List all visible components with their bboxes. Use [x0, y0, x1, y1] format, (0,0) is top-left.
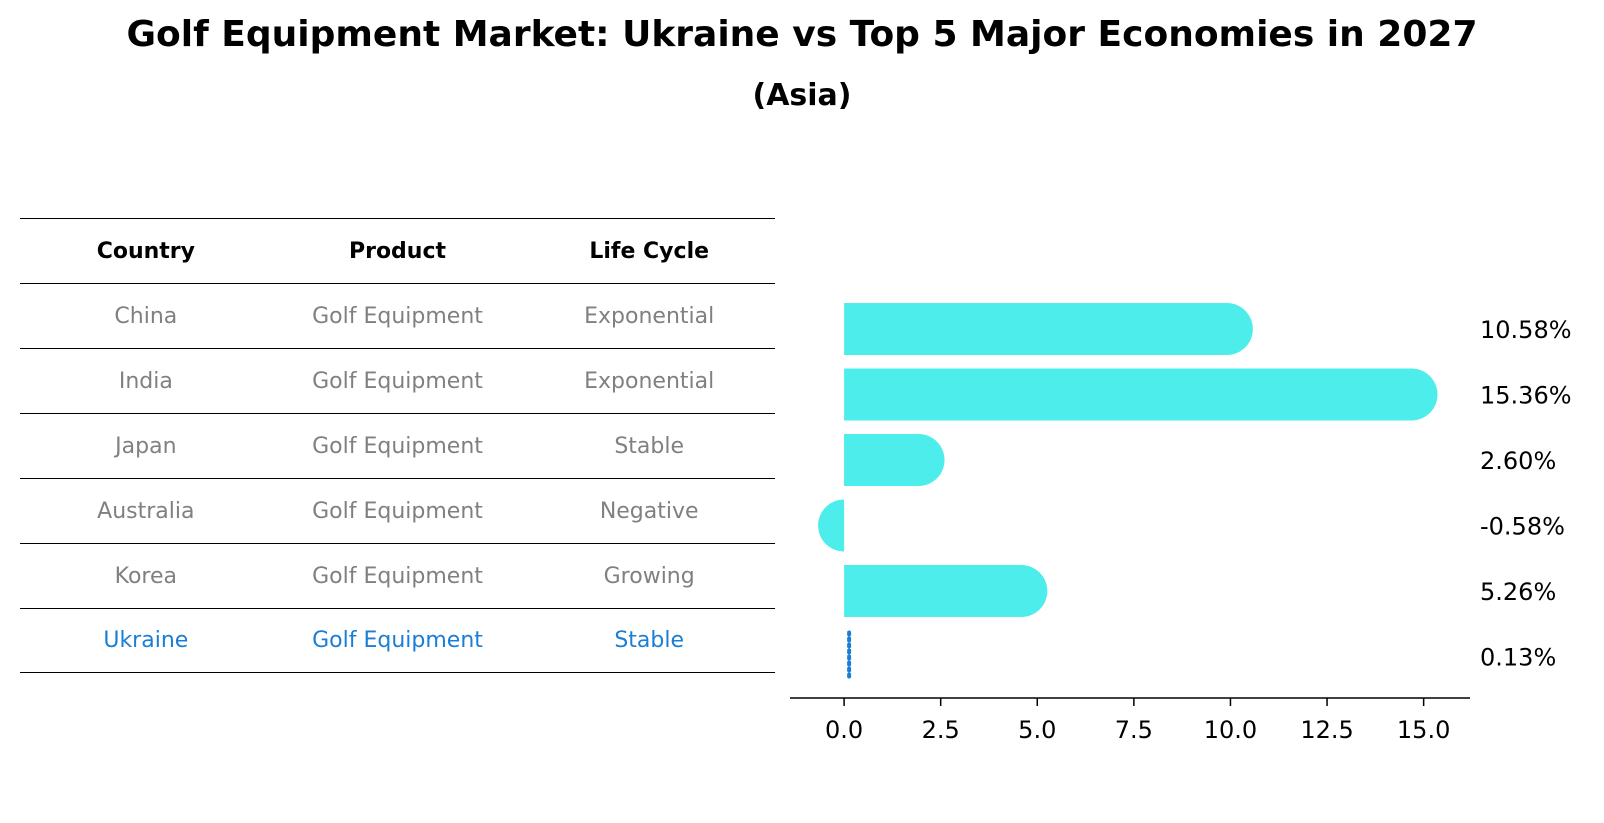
cell-product: Golf Equipment [312, 433, 483, 459]
bar-china [844, 303, 1253, 355]
table-header-row: Country Product Life Cycle [20, 218, 775, 283]
table-row: India Golf Equipment Exponential [20, 348, 775, 413]
table-row: Japan Golf Equipment Stable [20, 413, 775, 478]
cell-product: Golf Equipment [312, 303, 483, 329]
cell-country: India [118, 368, 173, 394]
value-label: 15.36% [1480, 382, 1572, 410]
cell-country: Japan [115, 433, 177, 459]
table-row: Korea Golf Equipment Growing [20, 543, 775, 608]
value-label: 2.60% [1480, 447, 1556, 475]
table-row: China Golf Equipment Exponential [20, 283, 775, 348]
x-tick-label: 0.0 [825, 716, 863, 744]
bar-korea [844, 565, 1048, 617]
cell-life-cycle: Growing [603, 563, 695, 589]
column-header-country: Country [96, 238, 195, 264]
cell-life-cycle: Exponential [584, 303, 715, 329]
cell-life-cycle: Stable [614, 628, 685, 653]
column-header-life-cycle: Life Cycle [589, 238, 710, 264]
cell-product: Golf Equipment [312, 498, 483, 524]
table-row: Australia Golf Equipment Negative [20, 478, 775, 543]
cell-life-cycle: Negative [599, 498, 699, 524]
cell-product: Golf Equipment [312, 563, 483, 589]
x-tick-label: 7.5 [1115, 716, 1153, 744]
value-label: 10.58% [1480, 316, 1572, 344]
value-label: -0.58% [1480, 513, 1565, 541]
data-table: Country Product Life Cycle China Golf Eq… [20, 218, 775, 673]
column-header-product: Product [348, 238, 447, 264]
cell-country: Australia [97, 498, 195, 524]
chart-title: Golf Equipment Market: Ukraine vs Top 5 … [126, 14, 1478, 55]
bar-japan [844, 434, 945, 486]
cell-country: Ukraine [103, 628, 189, 653]
cell-product: Golf Equipment [312, 368, 483, 394]
x-tick-label: 5.0 [1018, 716, 1056, 744]
x-tick-label: 15.0 [1397, 716, 1450, 744]
x-tick-label: 10.0 [1204, 716, 1257, 744]
cell-country: China [114, 303, 178, 329]
chart-subtitle: (Asia) [752, 78, 852, 113]
cell-country: Korea [114, 563, 178, 589]
value-label: 5.26% [1480, 578, 1556, 606]
bar-india [844, 368, 1438, 421]
value-label: 0.13% [1480, 644, 1556, 672]
x-tick-label: 12.5 [1300, 716, 1353, 744]
cell-life-cycle: Exponential [584, 368, 715, 394]
bar-australia [818, 499, 845, 552]
cell-product: Golf Equipment [312, 628, 483, 653]
cell-life-cycle: Stable [614, 433, 685, 459]
x-tick-label: 2.5 [922, 716, 960, 744]
table-row-highlighted: Ukraine Golf Equipment Stable [20, 608, 775, 673]
